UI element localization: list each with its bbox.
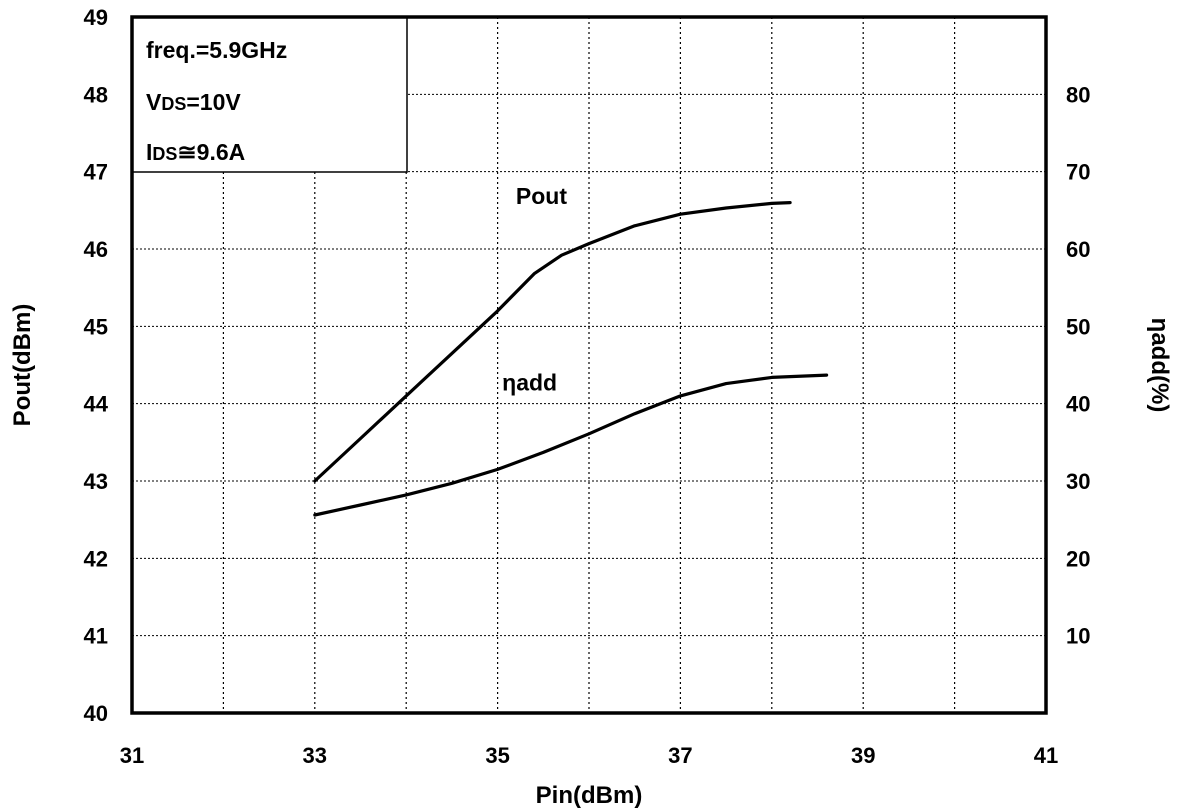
annotation-vds: VDS=10V xyxy=(146,89,241,115)
plot-frame xyxy=(130,15,1048,715)
annotation-box xyxy=(131,16,408,173)
y2-tick-label-60: 60 xyxy=(1066,237,1090,262)
y-tick-label-41: 41 xyxy=(84,624,108,649)
annotation-ids-sub: DS xyxy=(152,144,177,164)
annotation-ids: IDS≅9.6A xyxy=(146,139,245,165)
series-line-pout xyxy=(313,201,792,483)
y2-axis-title: ηadd(%) xyxy=(1146,318,1173,413)
labels-layer: 31 33 35 37 39 41 40 41 42 43 44 45 46 47 48 49 10 20 30 40… xyxy=(84,5,1091,768)
y-tick-label-40: 40 xyxy=(84,701,108,726)
y-tick-label-43: 43 xyxy=(84,469,108,494)
annotation-ids-prefix: I xyxy=(146,139,152,165)
x-tick-label-39: 39 xyxy=(851,743,875,768)
series-label-pout: Pout xyxy=(516,183,567,209)
x-tick-label-37: 37 xyxy=(668,743,692,768)
x-tick-label-41: 41 xyxy=(1034,743,1058,768)
y2-tick-label-10: 10 xyxy=(1066,624,1090,649)
annotation-vds-sub: DS xyxy=(161,94,186,114)
y-tick-label-44: 44 xyxy=(84,392,109,417)
grid-layer xyxy=(132,17,1046,713)
y-tick-label-45: 45 xyxy=(84,314,108,339)
annotation-vds-value: =10V xyxy=(186,89,241,115)
y2-tick-label-30: 30 xyxy=(1066,469,1090,494)
annotation-ids-value: ≅9.6A xyxy=(177,139,245,165)
x-tick-label-31: 31 xyxy=(120,743,144,768)
curves-layer xyxy=(313,201,829,517)
annotation-freq: freq.=5.9GHz xyxy=(146,37,287,63)
y2-tick-label-50: 50 xyxy=(1066,314,1090,339)
x-axis-title: Pin(dBm) xyxy=(536,782,643,809)
y2-tick-label-70: 70 xyxy=(1066,160,1090,185)
y-tick-label-47: 47 xyxy=(84,160,108,185)
series-label-eta-add: ηadd xyxy=(502,369,557,395)
y-tick-label-46: 46 xyxy=(84,237,108,262)
y2-tick-label-20: 20 xyxy=(1066,546,1090,571)
x-tick-label-35: 35 xyxy=(485,743,509,768)
y-tick-label-49: 49 xyxy=(84,5,108,30)
series-line-eta-add xyxy=(313,373,829,517)
y2-tick-label-80: 80 xyxy=(1066,82,1090,107)
y2-tick-label-40: 40 xyxy=(1066,392,1090,417)
y-tick-label-42: 42 xyxy=(84,546,108,571)
annotation-vds-prefix: V xyxy=(146,89,162,115)
x-tick-label-33: 33 xyxy=(303,743,327,768)
y-axis-title: Pout(dBm) xyxy=(9,304,36,427)
y-tick-label-48: 48 xyxy=(84,82,108,107)
